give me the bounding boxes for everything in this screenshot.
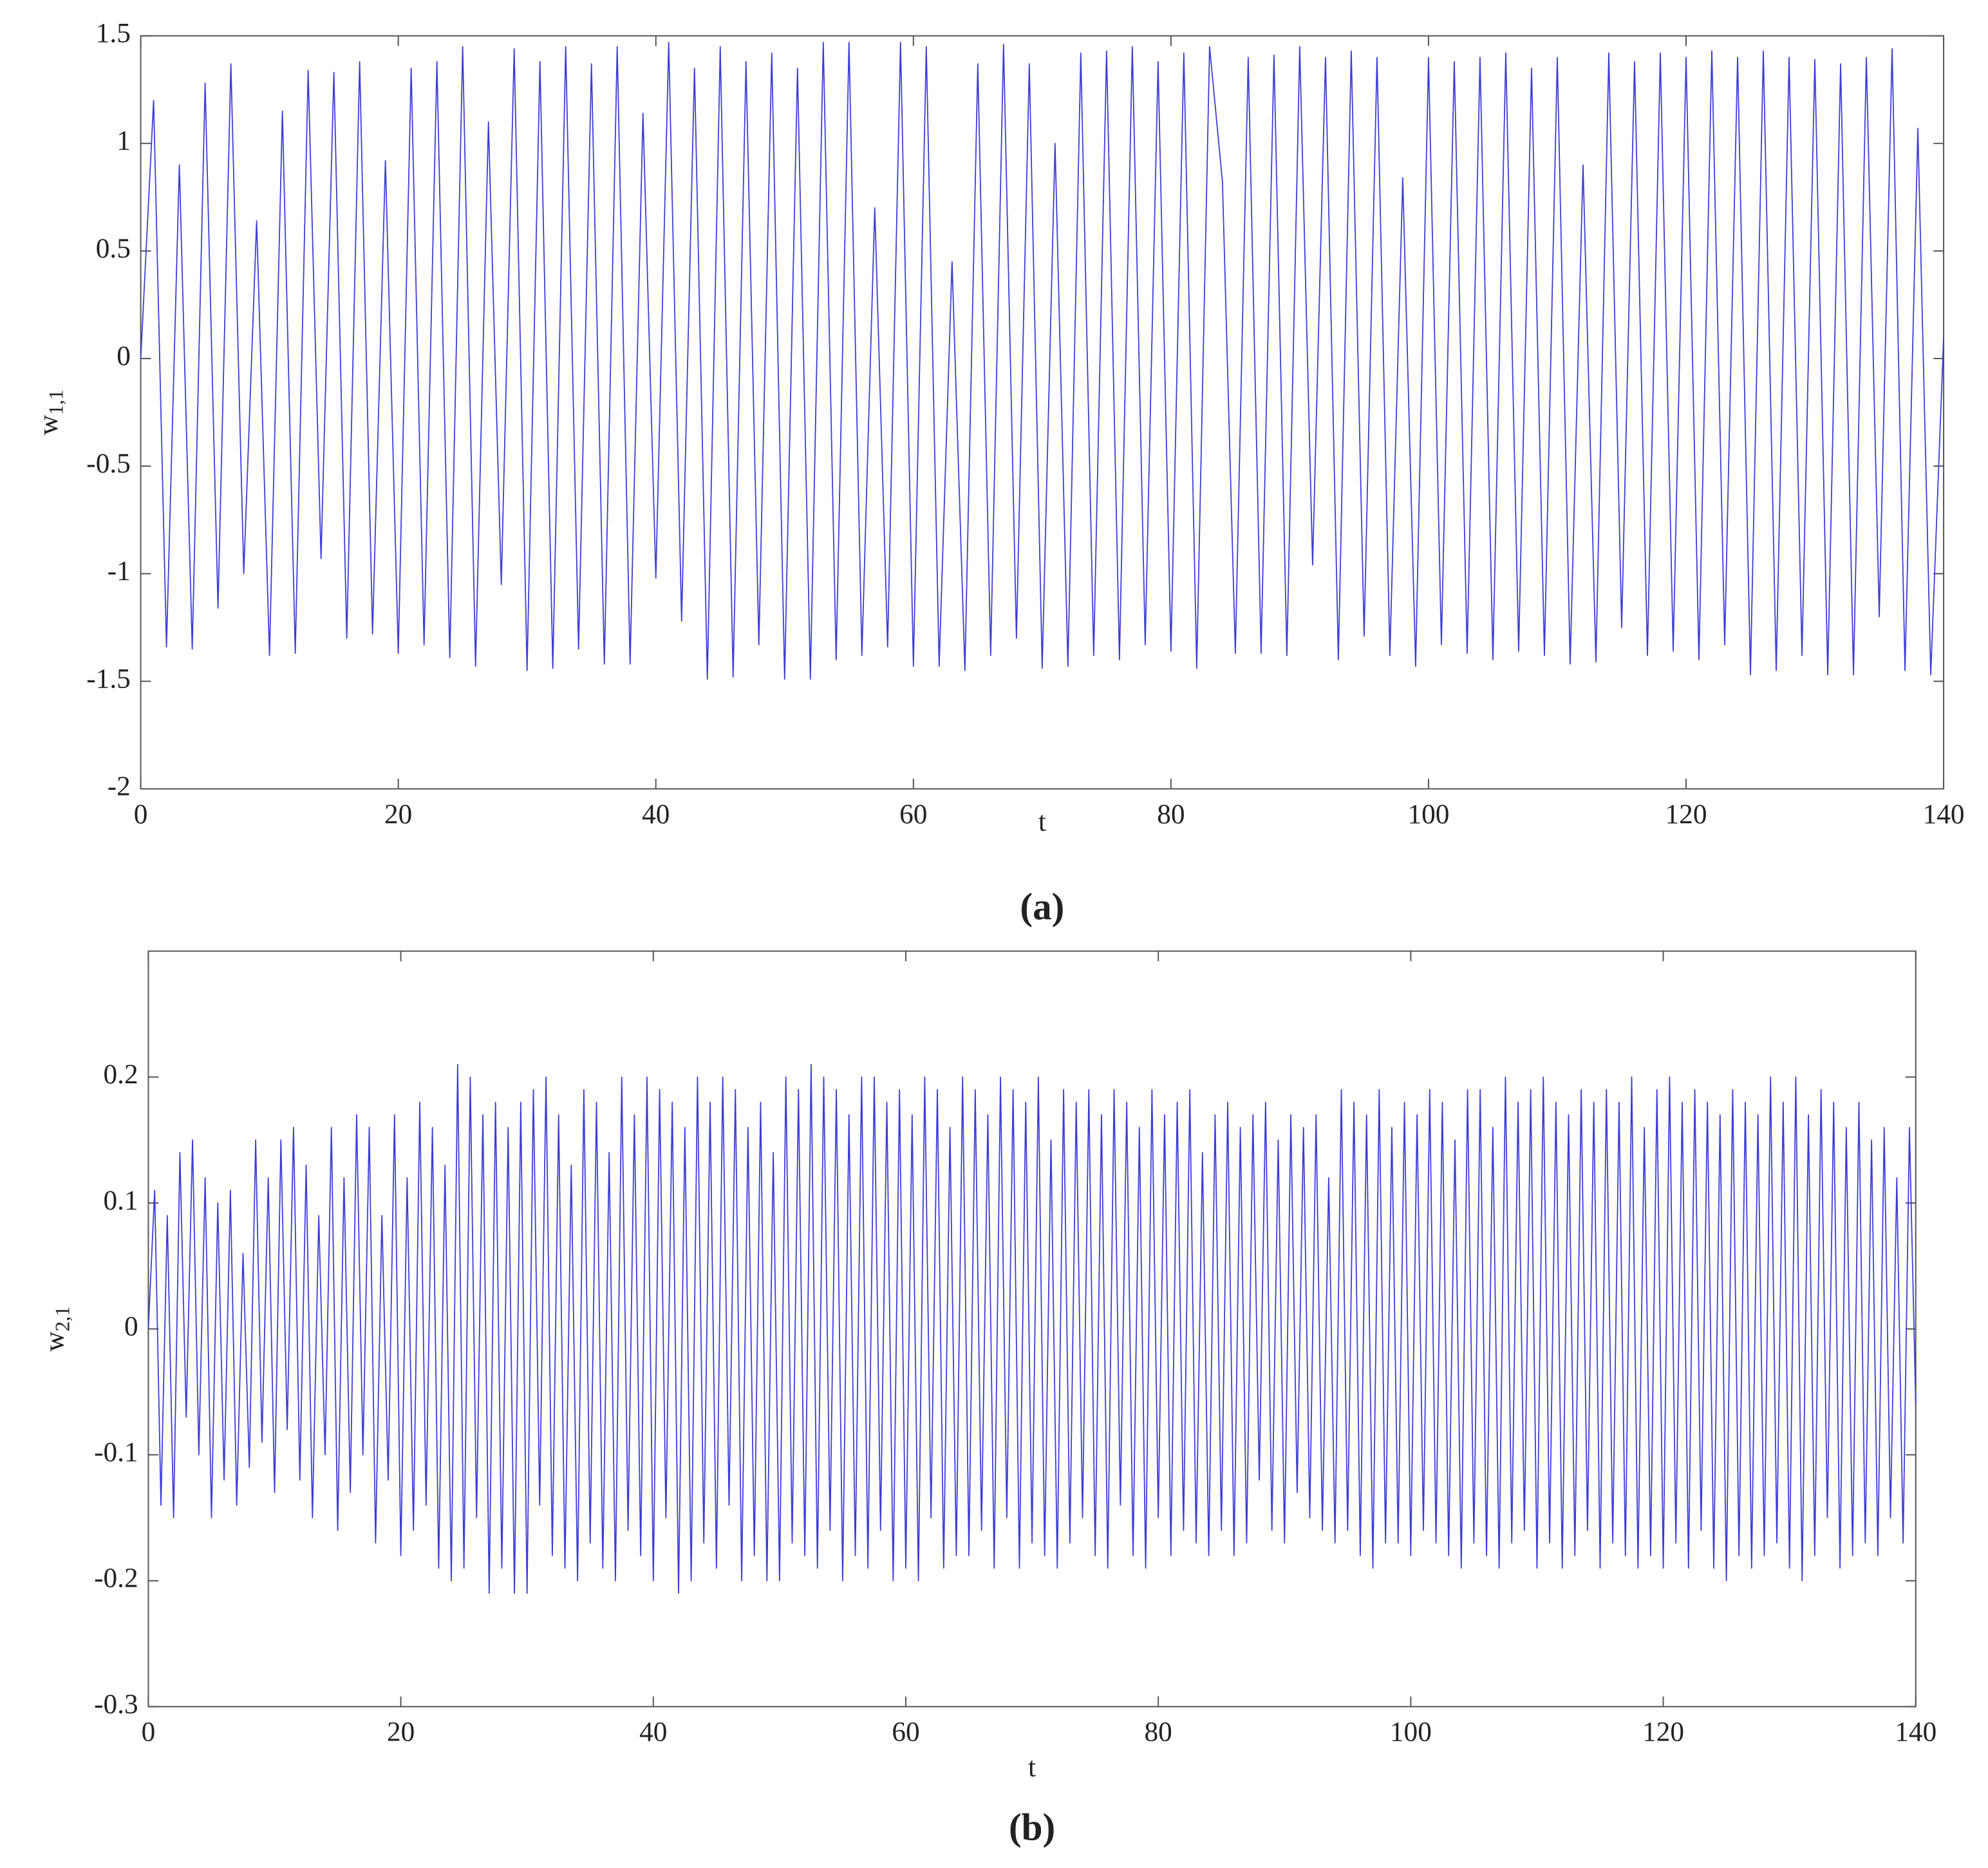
y-tick-label: 0.5 bbox=[96, 233, 131, 264]
y-tick-label: -1 bbox=[108, 556, 131, 586]
y-tick-label: 1.5 bbox=[96, 18, 131, 49]
x-tick-label: 100 bbox=[1407, 799, 1449, 830]
y-tick-label: -1.5 bbox=[86, 663, 131, 694]
x-tick-label: 20 bbox=[387, 1717, 415, 1748]
plot-frame bbox=[140, 35, 1945, 790]
y-tick-label: 1 bbox=[117, 126, 131, 156]
y-tick-label: -0.2 bbox=[94, 1563, 138, 1594]
x-tick-label: 80 bbox=[1145, 1717, 1172, 1748]
x-tick-label: 60 bbox=[899, 799, 927, 830]
caption: (a) bbox=[1020, 885, 1064, 928]
x-tick-label: 140 bbox=[1895, 1717, 1936, 1748]
y-tick-label: -0.3 bbox=[94, 1688, 138, 1719]
y-tick-label: 0.2 bbox=[104, 1059, 138, 1090]
y-tick-label: 0.1 bbox=[104, 1185, 138, 1216]
x-axis-label: t bbox=[1038, 807, 1046, 837]
y-axis-label: w1,1 bbox=[33, 389, 68, 435]
x-tick-label: 80 bbox=[1157, 799, 1185, 830]
caption: (b) bbox=[1009, 1806, 1055, 1848]
x-tick-label: 140 bbox=[1923, 799, 1965, 830]
y-tick-label: -2 bbox=[108, 771, 131, 801]
y-axis-label-sub: 1,1 bbox=[45, 389, 68, 415]
y-axis-label-sub: 2,1 bbox=[52, 1306, 74, 1331]
x-tick-label: 120 bbox=[1642, 1717, 1684, 1748]
data-line bbox=[147, 1063, 1917, 1594]
y-axis-label: w2,1 bbox=[39, 1306, 74, 1352]
x-tick-label: 100 bbox=[1390, 1717, 1432, 1748]
y-tick-label: -0.5 bbox=[86, 448, 131, 479]
x-tick-label: 0 bbox=[142, 1717, 156, 1748]
y-axis-label-main: w bbox=[39, 1331, 70, 1352]
x-tick-label: 20 bbox=[384, 799, 412, 830]
x-tick-label: 120 bbox=[1665, 799, 1707, 830]
x-tick-label: 0 bbox=[134, 799, 148, 830]
x-axis-label: t bbox=[1028, 1752, 1036, 1783]
plot-frame bbox=[147, 950, 1917, 1708]
x-tick-label: 40 bbox=[642, 799, 670, 830]
y-tick-label: 0 bbox=[117, 341, 131, 371]
y-tick-label: -0.1 bbox=[94, 1437, 138, 1468]
y-tick-label: 0 bbox=[124, 1311, 138, 1341]
x-tick-label: 60 bbox=[892, 1717, 919, 1748]
y-axis-label-main: w bbox=[33, 415, 64, 435]
x-tick-label: 40 bbox=[639, 1717, 667, 1748]
data-line bbox=[140, 41, 1944, 680]
